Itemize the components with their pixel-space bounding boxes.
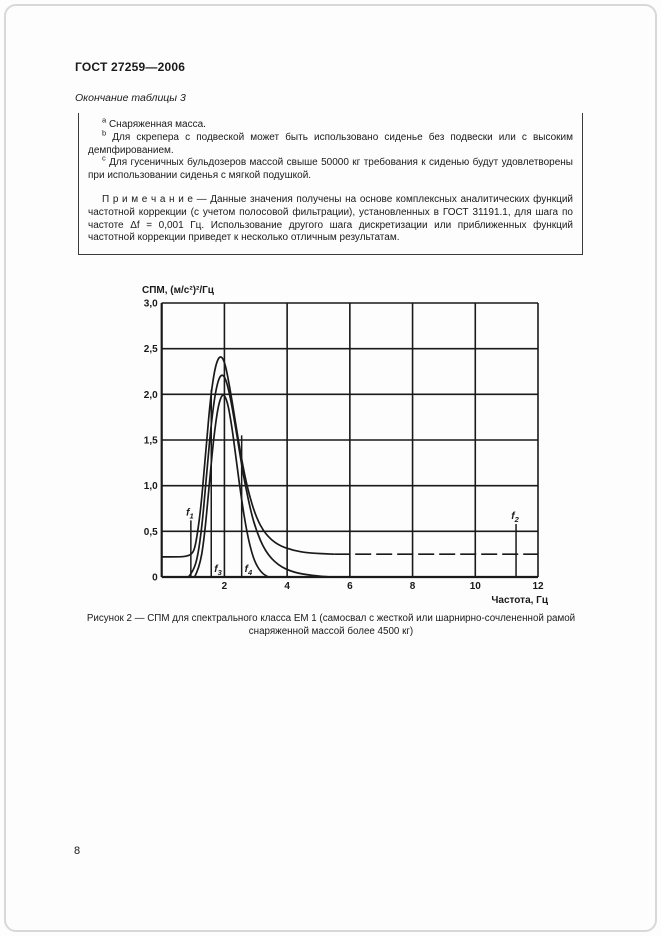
standard-code: ГОСТ 27259—2006 [75, 60, 186, 74]
svg-text:f1: f1 [186, 507, 194, 520]
spm-chart-figure: 0 0,5 1,0 1,5 2,0 2,5 3,0 2 4 6 8 10 12 СПМ, (м/с²)²/… [138, 276, 568, 608]
svg-text:0,5: 0,5 [144, 527, 158, 538]
page-number: 8 [74, 845, 81, 857]
curve-narrow [193, 394, 269, 578]
svg-text:10: 10 [470, 581, 482, 592]
svg-text:3,0: 3,0 [144, 299, 158, 310]
svg-text:1,0: 1,0 [144, 481, 158, 492]
y-axis-label: СПМ, (м/с²)²/Гц [142, 285, 215, 296]
svg-text:0: 0 [152, 573, 158, 584]
svg-text:2: 2 [222, 581, 228, 592]
svg-text:2,0: 2,0 [144, 390, 158, 401]
table-continuation-label: Окончание таблицы 3 [75, 92, 186, 104]
svg-text:1,5: 1,5 [144, 436, 158, 447]
curve-wide-with-floor [161, 356, 335, 558]
footnote-a-text: Снаряженная масса. [108, 119, 206, 130]
table-footnotes-box: a Снаряженная масса. b Для скрепера с по… [78, 113, 583, 256]
footnote-a-marker: a [102, 115, 107, 125]
svg-text:12: 12 [532, 581, 544, 592]
svg-text:f2: f2 [511, 511, 519, 524]
svg-text:8: 8 [410, 581, 416, 592]
footnote-b-marker: b [102, 128, 107, 138]
curve-middle [187, 374, 332, 578]
footnote-b: b Для скрепера с подвеской может быть ис… [88, 129, 573, 158]
footnote-c: c Для гусеничных бульдозеров массой свыш… [88, 154, 573, 183]
svg-text:4: 4 [284, 581, 290, 592]
svg-text:f3: f3 [214, 564, 222, 577]
svg-text:f4: f4 [245, 564, 253, 577]
figure-caption: Рисунок 2 — СПМ для спектрального класса… [86, 613, 576, 637]
footnote-b-text: Для скрепера с подвеской может быть испо… [88, 131, 573, 156]
footnote-c-marker: c [102, 154, 106, 164]
svg-text:6: 6 [347, 581, 353, 592]
x-axis-label: Частота, Гц [491, 595, 548, 606]
footnote-c-text: Для гусеничных бульдозеров массой свыше … [88, 157, 573, 182]
spm-chart: 0 0,5 1,0 1,5 2,0 2,5 3,0 2 4 6 8 10 12 СПМ, (м/с²)²/… [142, 285, 549, 606]
footnote-a: a Снаряженная масса. [88, 115, 573, 132]
table-note: П р и м е ч а н и е — Данные значения по… [88, 193, 573, 244]
svg-text:2,5: 2,5 [144, 344, 158, 355]
